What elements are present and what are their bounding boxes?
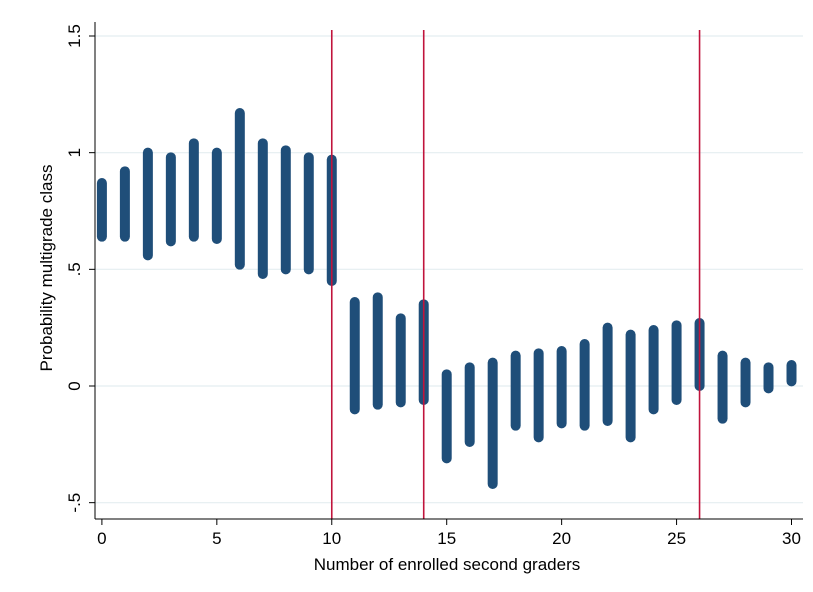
x-tick-label: 5 [212, 529, 221, 548]
y-tick-label: 1 [65, 148, 84, 157]
y-tick-label: -.5 [65, 493, 84, 513]
y-axis-title: Probability multigrade class [37, 165, 56, 372]
x-tick-label: 10 [322, 529, 341, 548]
x-tick-label: 20 [552, 529, 571, 548]
y-tick-label: 1.5 [65, 24, 84, 48]
y-tick-label: .5 [65, 262, 84, 276]
y-tick-label: 0 [65, 381, 84, 390]
axis-layer: 0 5 10 15 20 25 30 -.5 0 .5 1 1.5 [65, 22, 803, 548]
reference-line-layer [330, 30, 701, 519]
x-axis-title: Number of enrolled second graders [314, 555, 580, 574]
x-tick-label: 25 [667, 529, 686, 548]
x-tick-label: 0 [97, 529, 106, 548]
x-tick-label: 15 [437, 529, 456, 548]
x-tick-label: 30 [782, 529, 801, 548]
